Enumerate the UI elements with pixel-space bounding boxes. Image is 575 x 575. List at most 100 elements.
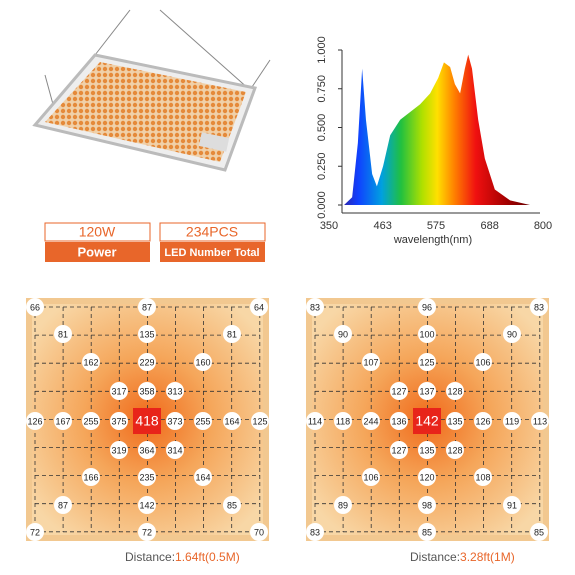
badge-bottom <box>45 242 150 262</box>
value-dot <box>446 441 464 459</box>
value-dot <box>138 496 156 514</box>
ppfd-value: 164 <box>224 416 239 426</box>
value-dot <box>138 298 156 316</box>
value-dot <box>306 412 324 430</box>
value-dot <box>334 496 352 514</box>
badge-top <box>44 222 151 242</box>
value-dot <box>390 412 408 430</box>
ppfd-value: 114 <box>308 416 322 426</box>
ppfd-value: 137 <box>419 386 434 396</box>
ppfd-value: 166 <box>83 472 98 482</box>
ppfd-value: 85 <box>227 500 237 510</box>
ppfd-value: 164 <box>195 472 210 482</box>
x-tick-label: 463 <box>374 220 392 232</box>
value-dot <box>194 412 212 430</box>
ppfd-value: 108 <box>475 472 490 482</box>
ppfd-value: 235 <box>139 472 154 482</box>
value-dot <box>26 412 44 430</box>
ppfd-value: 66 <box>30 302 40 312</box>
ppfd-value: 100 <box>419 329 434 339</box>
ppfd-value: 135 <box>139 329 154 339</box>
ppfd-value: 106 <box>475 357 490 367</box>
value-dot <box>503 496 521 514</box>
value-dot <box>334 325 352 343</box>
value-dot <box>530 523 548 541</box>
ppfd-value: 90 <box>507 329 517 339</box>
ppfd-value: 96 <box>422 302 432 312</box>
x-tick-label: 688 <box>481 220 499 232</box>
ppfd-value: 118 <box>336 416 350 426</box>
badge-top <box>159 222 266 242</box>
ppfd-value: 126 <box>27 416 42 426</box>
ppfd-value: 83 <box>534 302 544 312</box>
caption-value: 3.28ft(1M) <box>460 550 515 564</box>
ppfd-value: 319 <box>111 445 126 455</box>
value-dot <box>531 412 549 430</box>
y-tick-label: 1.000 <box>316 36 328 64</box>
badge-value: 234PCS <box>186 224 238 240</box>
spectrum-chart: 0.000 0.250 0.500 0.750 1.000 350 463 575 688 800… <box>316 36 552 246</box>
ppfd-value: 83 <box>310 527 320 537</box>
ppfd-value: 128 <box>447 445 462 455</box>
value-dot <box>194 353 212 371</box>
ppfd-value: 81 <box>58 329 68 339</box>
ppfd-value: 127 <box>391 386 406 396</box>
value-dot <box>418 441 436 459</box>
ppfd-value: 167 <box>55 416 70 426</box>
ppfd-value: 119 <box>505 416 519 426</box>
value-dot <box>474 468 492 486</box>
ppfd-value: 125 <box>419 357 434 367</box>
value-dot <box>362 468 380 486</box>
value-dot <box>250 523 268 541</box>
ppfd-value: 135 <box>419 445 434 455</box>
ppfd-value: 113 <box>533 416 547 426</box>
distance-caption: Distance:1.64ft(0.5M) <box>125 550 240 564</box>
value-dot <box>418 298 436 316</box>
ppfd-value: 98 <box>422 500 432 510</box>
value-dot <box>138 468 156 486</box>
value-dot <box>110 441 128 459</box>
value-dot <box>334 412 352 430</box>
ppfd-value: 373 <box>167 416 182 426</box>
ppfd-value: 162 <box>83 357 98 367</box>
ppfd-value: 255 <box>195 416 210 426</box>
value-dot <box>82 353 100 371</box>
value-dot <box>166 441 184 459</box>
ppfd-value: 72 <box>30 527 40 537</box>
ppfd-value: 142 <box>139 500 154 510</box>
ppfd-value: 81 <box>227 329 237 339</box>
caption-value: 1.64ft(0.5M) <box>175 550 240 564</box>
caption-label: Distance: <box>410 550 460 564</box>
value-dot <box>138 523 156 541</box>
value-dot <box>54 325 72 343</box>
ppfd-value: 72 <box>142 527 152 537</box>
value-dot <box>250 298 268 316</box>
value-dot <box>138 325 156 343</box>
value-dot <box>138 353 156 371</box>
value-dot <box>390 382 408 400</box>
value-dot <box>446 412 464 430</box>
ppfd-value: 87 <box>58 500 68 510</box>
badge-bottom <box>160 242 265 262</box>
value-dot <box>110 412 128 430</box>
ppfd-value: 229 <box>139 357 154 367</box>
caption-label: Distance: <box>125 550 175 564</box>
value-dot <box>418 496 436 514</box>
value-dot <box>306 298 324 316</box>
ppfd-value: 70 <box>254 527 264 537</box>
ppfd-value: 135 <box>447 416 462 426</box>
value-dot <box>223 325 241 343</box>
ppfd-value: 128 <box>447 386 462 396</box>
ppfd-value: 313 <box>167 386 182 396</box>
ppfd-value: 375 <box>111 416 126 426</box>
value-dot <box>138 382 156 400</box>
center-marker <box>133 408 161 434</box>
value-dot <box>418 325 436 343</box>
ppfd-value: 120 <box>419 472 434 482</box>
value-dot <box>26 523 44 541</box>
ppfd-value: 127 <box>391 445 406 455</box>
value-dot <box>503 412 521 430</box>
value-dot <box>418 468 436 486</box>
badge-label: LED Number Total <box>164 247 259 259</box>
